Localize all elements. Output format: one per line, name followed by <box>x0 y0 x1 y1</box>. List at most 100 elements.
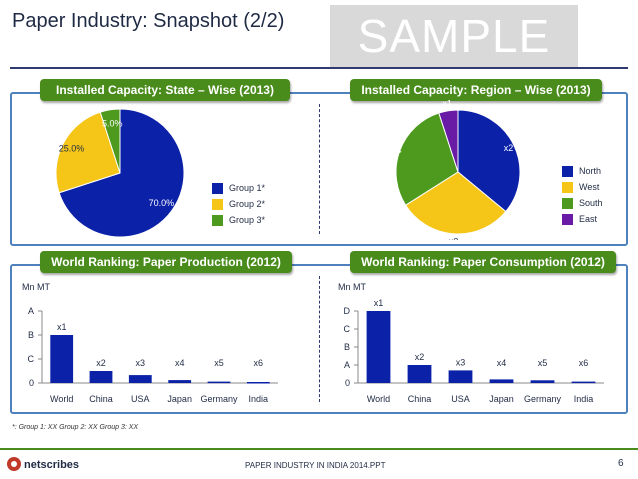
pie1-label-1: x3 <box>449 236 459 240</box>
bar2-category-2: USA <box>131 394 150 404</box>
bar3-bar-2 <box>448 370 473 383</box>
pie1-slice-1 <box>404 171 507 235</box>
legend0-item-1: Group 2* <box>212 196 265 212</box>
bar2-data-label-3: x4 <box>175 358 185 368</box>
legend0-item-0: Group 1* <box>212 180 265 196</box>
pie0-label-2: 5.0% <box>102 119 123 129</box>
legend1-swatch-0 <box>562 165 573 177</box>
bar2-bar-5 <box>246 382 270 384</box>
legend1-label-2: South <box>579 198 603 208</box>
legend1-item-0: North <box>562 163 603 179</box>
bar3-data-label-4: x5 <box>538 358 548 368</box>
bar2-bar-0 <box>50 335 74 383</box>
slide-title: Paper Industry: Snapshot (2/2) <box>12 10 285 32</box>
legend1-label-3: East <box>579 214 598 224</box>
pie1-slice-3 <box>438 109 459 173</box>
pie-chart-state: 70.0% 25.0% 5.0% <box>55 108 185 238</box>
bar-chart-production: Mn MT 0 C B Ax1 World x2 China x3 USA x4 Japan x5 Ger… <box>22 282 278 404</box>
pie1-label-3: x1 <box>442 100 452 108</box>
bar3-y-tick-label-0: 0 <box>345 378 350 388</box>
footer-divider <box>0 448 638 450</box>
bar3-category-0: World <box>367 394 390 404</box>
sample-watermark: SAMPLE <box>330 5 578 67</box>
footer-text: PAPER INDUSTRY IN INDIA 2014.PPT <box>245 461 386 470</box>
bar2-bar-1 <box>89 371 113 383</box>
bar2-category-1: China <box>89 394 113 404</box>
pie0-slice-1 <box>55 111 121 194</box>
bar2-category-0: World <box>50 394 73 404</box>
bar3-data-label-3: x4 <box>497 358 507 368</box>
bar3-data-label-0: x1 <box>374 298 384 308</box>
legend1-swatch-3 <box>562 213 573 225</box>
pie0-slice-2 <box>99 108 121 174</box>
bar2-bar-4 <box>207 381 231 384</box>
pie0-label-1: 25.0% <box>59 143 85 153</box>
pie1-slice-0 <box>457 109 521 213</box>
pie-region-legend: North West South East <box>562 163 603 227</box>
page-number: 6 <box>618 458 624 469</box>
bar3-bar-1 <box>407 365 432 383</box>
bar2-data-label-1: x2 <box>96 358 106 368</box>
pie-chart-region: x2 x3 x4 x1 <box>392 100 521 240</box>
legend0-item-2: Group 3* <box>212 212 265 228</box>
bar2-data-label-4: x5 <box>214 358 224 368</box>
bar2-data-label-5: x6 <box>254 358 264 368</box>
bar2-y-tick-label-1: C <box>28 354 35 364</box>
legend0-swatch-1 <box>212 198 223 210</box>
legend0-swatch-0 <box>212 182 223 194</box>
logo-text: netscribes <box>24 459 79 471</box>
bar-production-header: World Ranking: Paper Production (2012) <box>40 251 292 273</box>
bar3-y-tick-label-1: A <box>344 360 350 370</box>
bar3-category-1: China <box>408 394 432 404</box>
pie1-label-0: x2 <box>504 143 514 153</box>
legend1-swatch-1 <box>562 181 573 193</box>
footnote: *: Group 1: XX Group 2: XX Group 3: XX <box>12 424 139 431</box>
pie-state-header: Installed Capacity: State – Wise (2013) <box>40 79 290 101</box>
bar2-category-4: Germany <box>200 394 238 404</box>
bar3-data-label-1: x2 <box>415 352 425 362</box>
bar2-data-label-0: x1 <box>57 322 67 332</box>
bar2-y-tick-label-3: A <box>28 306 34 316</box>
legend0-swatch-2 <box>212 214 223 226</box>
bar2-category-5: India <box>249 394 269 404</box>
pie-region-header: Installed Capacity: Region – Wise (2013) <box>350 79 602 101</box>
bar3-bar-4 <box>530 380 555 383</box>
bar3-category-3: Japan <box>489 394 514 404</box>
title-divider <box>10 67 628 69</box>
legend0-label-2: Group 3* <box>229 215 266 225</box>
bar2-y-tick-label-2: B <box>28 330 34 340</box>
bar3-y-tick-label-2: B <box>344 342 350 352</box>
bar3-category-2: USA <box>451 394 470 404</box>
bar3-y-label: Mn MT <box>338 282 367 292</box>
ranking-panel-divider <box>319 276 320 402</box>
bar3-bar-3 <box>489 379 514 383</box>
bar2-y-label: Mn MT <box>22 282 51 292</box>
legend1-label-0: North <box>579 166 602 176</box>
bar2-y-tick-label-0: 0 <box>29 378 34 388</box>
legend0-label-0: Group 1* <box>229 183 266 193</box>
bar-consumption-header: World Ranking: Paper Consumption (2012) <box>350 251 616 273</box>
pie-state-legend: Group 1* Group 2* Group 3* <box>212 180 265 228</box>
legend0-label-1: Group 2* <box>229 199 266 209</box>
bar2-data-label-2: x3 <box>136 358 146 368</box>
legend1-swatch-2 <box>562 197 573 209</box>
bar3-bar-5 <box>571 381 596 384</box>
bar2-bar-3 <box>168 380 192 383</box>
bar2-bar-2 <box>128 375 152 383</box>
legend1-label-1: West <box>579 182 600 192</box>
pie1-label-2: x4 <box>392 145 402 155</box>
bar3-bar-0 <box>366 311 391 383</box>
legend1-item-1: West <box>562 179 603 195</box>
bar3-category-5: India <box>574 394 594 404</box>
pie0-label-0: 70.0% <box>149 198 175 208</box>
bar3-y-tick-label-3: C <box>344 324 351 334</box>
pie1-slice-2 <box>395 112 459 206</box>
bar3-data-label-5: x6 <box>579 358 589 368</box>
capacity-panel-divider <box>319 104 320 234</box>
legend1-item-3: East <box>562 211 603 227</box>
legend1-item-2: South <box>562 195 603 211</box>
bar3-y-tick-label-4: D <box>344 306 351 316</box>
pie0-slice-0 <box>58 108 185 238</box>
bar2-category-3: Japan <box>167 394 192 404</box>
bar3-category-4: Germany <box>524 394 562 404</box>
